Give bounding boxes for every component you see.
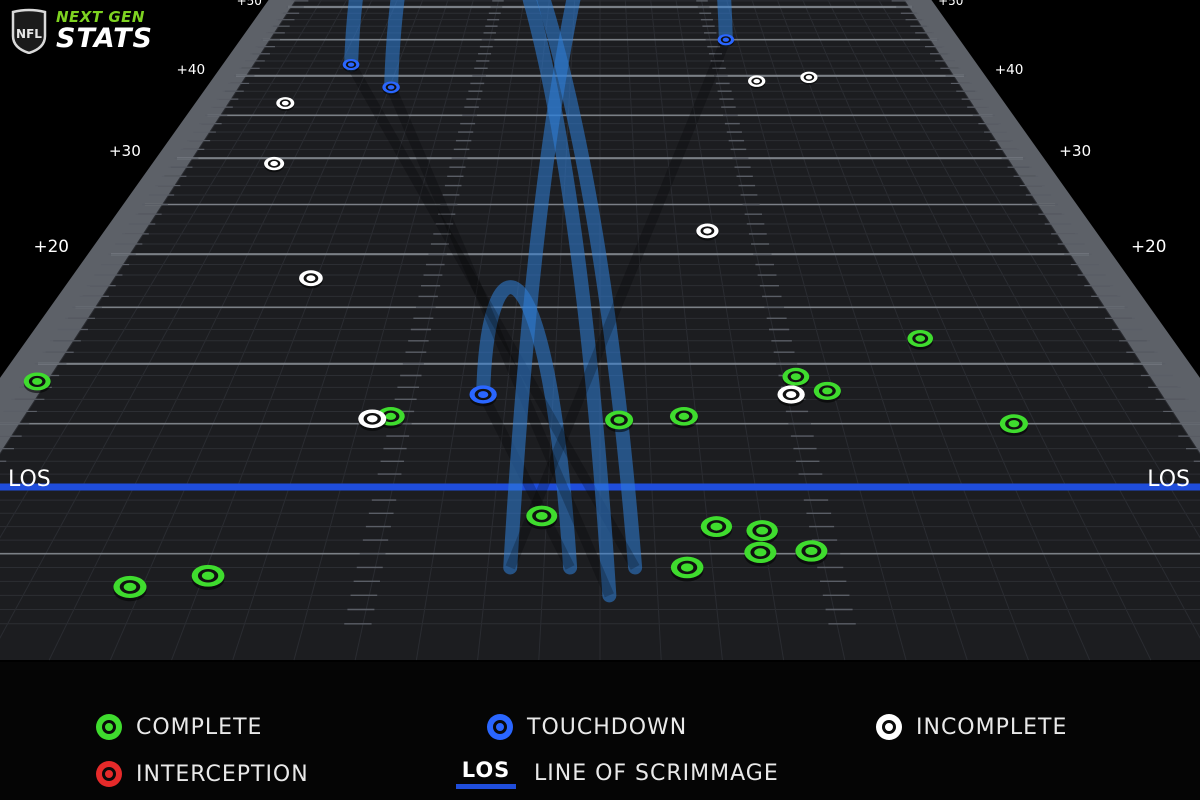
pass-points [23,34,1028,602]
touchdown-trajectory [344,0,643,575]
pass-point-complete [113,575,147,602]
trajectory-shadow [478,392,575,570]
yard-label-right: +20 [1131,236,1166,256]
legend-label-los: LINE OF SCRIMMAGE [534,761,779,786]
pass-point-incomplete [800,71,818,85]
yard-label-right: +40 [995,62,1024,78]
pass-point-complete [795,540,828,565]
los-badge: LOS [456,758,516,789]
yard-label-right: +50 [938,0,963,8]
pass-point-complete [744,541,777,567]
yard-label-right: +30 [1059,142,1091,160]
los-label-right: LOS [1147,467,1190,492]
trajectory-shadow [505,37,731,570]
touchdown-trajectory [384,0,617,603]
yard-label-left: +30 [109,142,141,160]
legend: COMPLETE TOUCHDOWN INCOMPLETE INTERCEPTI… [0,662,1200,800]
legend-label-interception: INTERCEPTION [136,761,309,787]
interception-marker-icon [96,761,122,787]
touchdown-trajectory [503,0,733,575]
pass-point-touchdown [469,385,497,407]
yard-label-left: +20 [34,236,69,256]
trajectory-shadow [346,62,640,570]
legend-label-complete: COMPLETE [136,714,263,740]
pass-point-incomplete [358,409,387,431]
legend-item-touchdown: TOUCHDOWN [487,714,687,740]
brand-line-2: STATS [56,23,153,54]
legend-item-interception: INTERCEPTION [96,761,309,787]
touchdown-marker-icon [487,714,513,740]
pass-point-complete [526,505,558,530]
pass-point-complete [23,372,51,394]
legend-item-complete: COMPLETE [96,714,262,740]
pass-point-incomplete [299,270,323,289]
pass-point-incomplete [777,385,805,407]
pass-point-incomplete [748,75,766,89]
pass-point-complete [700,516,733,541]
pass-point-incomplete [276,97,295,111]
yard-labels: +10+10+20+20+30+30+40+40+50+50 [34,0,1167,256]
pass-point-complete [746,520,778,545]
brand-line-1: NEXT GEN [56,8,145,26]
pass-point-complete [813,381,841,403]
legend-item-los: LOS LINE OF SCRIMMAGE [456,758,779,789]
pass-point-touchdown [382,81,400,95]
nfl-badge-text: NFL [16,27,42,41]
touchdown-trajectories [344,0,733,603]
pass-point-complete [191,564,225,590]
legend-item-incomplete: INCOMPLETE [876,714,1067,740]
yard-label-left: +40 [177,62,206,78]
next-gen-stats-logo: NFL NEXT GEN STATS [10,8,153,54]
pass-point-complete [605,410,634,433]
pass-point-complete [669,407,698,429]
los-line-swatch [456,784,516,789]
pass-point-complete [782,367,810,389]
pass-point-complete [670,556,704,582]
los-label-left: LOS [8,467,51,492]
touchdown-trajectory [476,280,578,575]
pass-point-incomplete [264,156,285,173]
nfl-shield-icon: NFL [11,8,47,54]
complete-marker-icon [96,714,122,740]
incomplete-marker-icon [876,714,902,740]
legend-label-incomplete: INCOMPLETE [916,714,1068,740]
pass-point-complete [907,330,934,350]
yard-label-left: +50 [237,0,262,8]
legend-label-touchdown: TOUCHDOWN [527,714,688,740]
trajectory-shadow [386,85,614,598]
pass-point-incomplete [696,223,719,241]
pass-point-touchdown [717,34,735,47]
pass-point-complete [999,414,1028,436]
los-badge-text: LOS [461,758,511,782]
pass-point-touchdown [342,59,360,72]
